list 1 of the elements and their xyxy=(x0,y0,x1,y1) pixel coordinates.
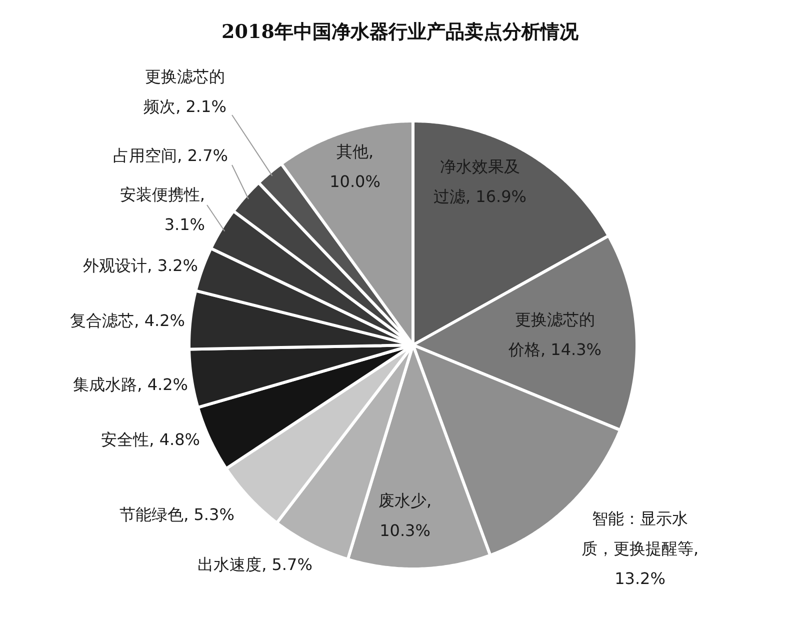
chart-title: 2018年中国净水器行业产品卖点分析情况 xyxy=(222,21,580,43)
